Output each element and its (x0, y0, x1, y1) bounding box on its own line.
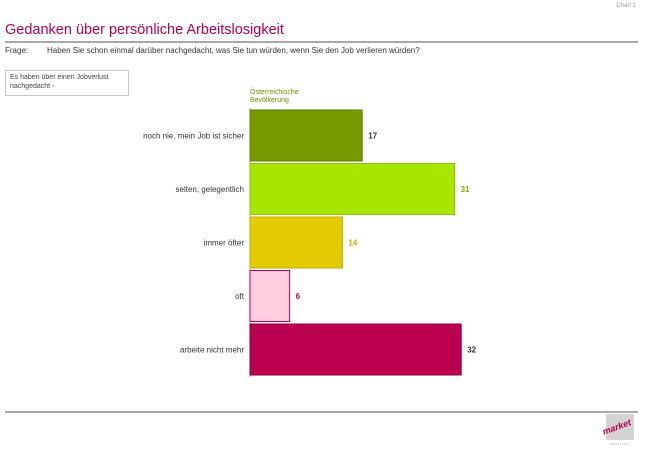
category-label: selten, gelegentlich (176, 185, 245, 194)
top-divider (5, 41, 638, 43)
value-label: 31 (461, 185, 470, 194)
bar (249, 216, 343, 269)
value-label: 17 (368, 132, 377, 141)
question-label: Frage: (5, 46, 29, 55)
value-label: 6 (296, 292, 301, 301)
category-label: noch nie, mein Job ist sicher (143, 132, 244, 141)
chart-id: Chart 1 (616, 3, 636, 9)
bar (249, 109, 363, 162)
bar (249, 270, 291, 322)
bar (249, 163, 456, 215)
bar (249, 323, 462, 376)
note-box: Es haben über einen Jobverlust nachgedac… (5, 70, 129, 96)
column-header: Österreichische Bevölkerung (250, 89, 299, 104)
category-label: oft (235, 292, 245, 301)
logo-square (606, 414, 634, 440)
value-label: 32 (467, 346, 476, 355)
value-label: 14 (348, 239, 357, 248)
category-label: arbeite nicht mehr (180, 346, 244, 355)
page-title: Gedanken über persönliche Arbeitslosigke… (5, 22, 284, 38)
logo-subtext: institut (610, 441, 630, 446)
market-logo: market institut (600, 412, 640, 448)
bottom-divider (5, 411, 638, 413)
category-label: immer öfter (204, 239, 245, 248)
question-text: Haben Sie schon einmal darüber nachgedac… (47, 46, 420, 55)
